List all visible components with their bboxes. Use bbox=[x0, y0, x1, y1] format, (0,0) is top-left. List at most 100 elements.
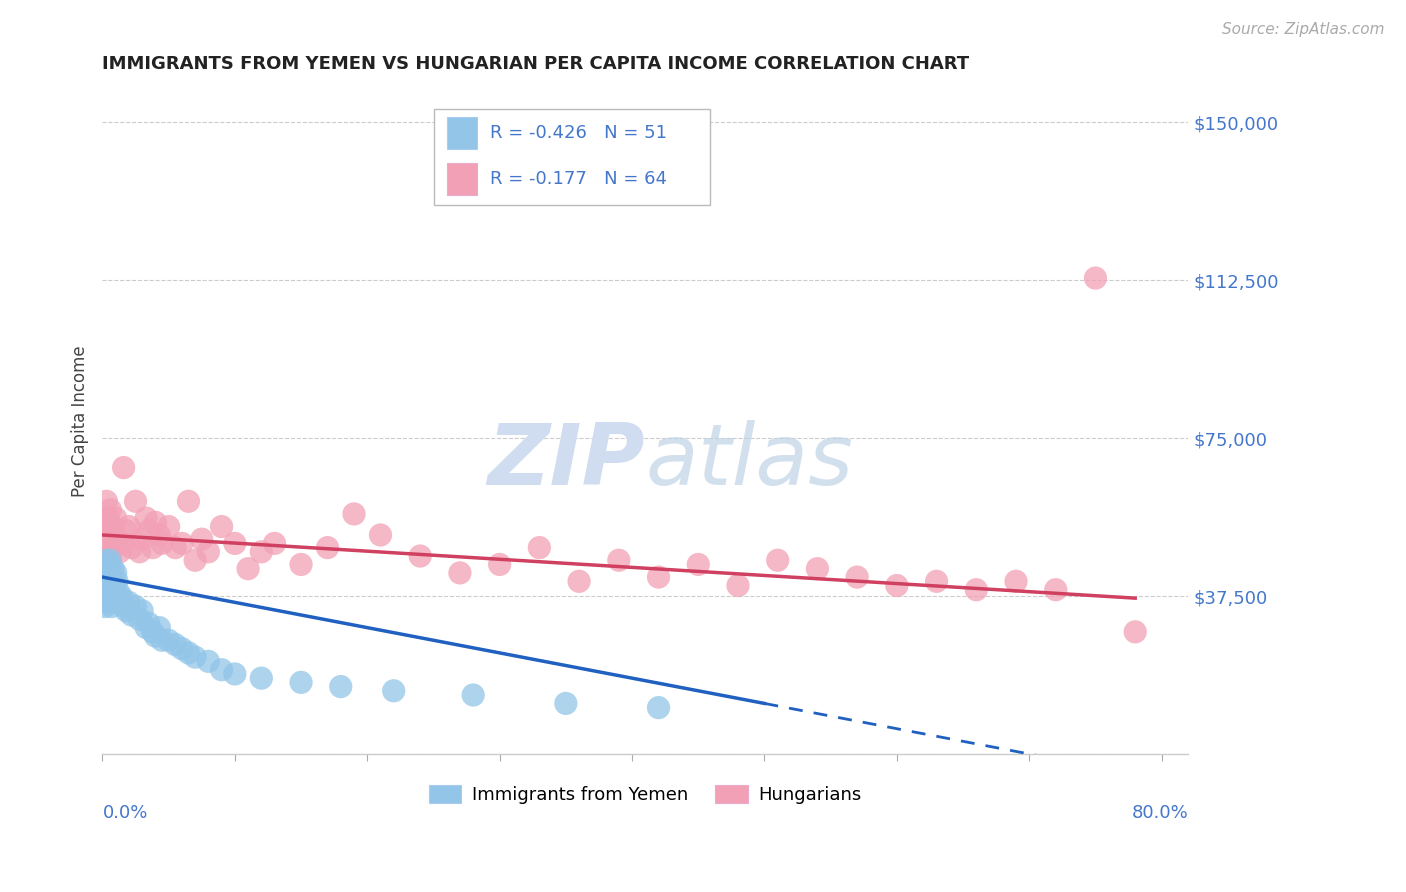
Point bbox=[115, 524, 138, 538]
Point bbox=[263, 536, 285, 550]
Point bbox=[647, 700, 669, 714]
Point bbox=[100, 528, 122, 542]
Text: IMMIGRANTS FROM YEMEN VS HUNGARIAN PER CAPITA INCOME CORRELATION CHART: IMMIGRANTS FROM YEMEN VS HUNGARIAN PER C… bbox=[103, 55, 970, 73]
Point bbox=[145, 516, 167, 530]
Point bbox=[170, 536, 193, 550]
Point bbox=[93, 516, 115, 530]
Point bbox=[142, 624, 165, 639]
Point bbox=[488, 558, 510, 572]
Point bbox=[100, 566, 122, 580]
Point bbox=[184, 650, 207, 665]
Point bbox=[94, 562, 117, 576]
Point bbox=[138, 616, 160, 631]
Point bbox=[98, 545, 121, 559]
Text: R = -0.426   N = 51: R = -0.426 N = 51 bbox=[491, 124, 666, 142]
Point bbox=[108, 545, 131, 559]
Point bbox=[343, 507, 366, 521]
Point bbox=[115, 604, 138, 618]
Point bbox=[131, 532, 153, 546]
Point bbox=[97, 558, 120, 572]
Point bbox=[101, 562, 124, 576]
Point bbox=[197, 545, 219, 559]
Point bbox=[112, 460, 135, 475]
Text: R = -0.177   N = 64: R = -0.177 N = 64 bbox=[491, 170, 666, 188]
Point bbox=[846, 570, 869, 584]
Point bbox=[727, 578, 749, 592]
Point bbox=[100, 553, 122, 567]
Point bbox=[103, 536, 125, 550]
Point bbox=[568, 574, 591, 589]
Point bbox=[97, 511, 120, 525]
Point bbox=[150, 633, 173, 648]
Point bbox=[112, 599, 135, 614]
Point bbox=[98, 591, 121, 606]
Point bbox=[157, 633, 180, 648]
Point bbox=[118, 595, 141, 609]
Point bbox=[409, 549, 432, 563]
Point bbox=[145, 629, 167, 643]
Point bbox=[250, 545, 273, 559]
Point bbox=[100, 549, 122, 563]
Y-axis label: Per Capita Income: Per Capita Income bbox=[72, 345, 89, 497]
Point bbox=[142, 541, 165, 555]
Point bbox=[165, 638, 187, 652]
Point bbox=[236, 562, 259, 576]
Point bbox=[382, 683, 405, 698]
Point bbox=[177, 646, 200, 660]
Bar bbox=[447, 163, 477, 195]
Point bbox=[211, 519, 233, 533]
Point bbox=[1045, 582, 1067, 597]
Point bbox=[111, 536, 134, 550]
Point bbox=[886, 578, 908, 592]
Point bbox=[554, 697, 576, 711]
Point bbox=[104, 511, 127, 525]
Point bbox=[128, 612, 150, 626]
Point bbox=[100, 502, 122, 516]
Text: 0.0%: 0.0% bbox=[103, 804, 148, 822]
Point bbox=[108, 587, 131, 601]
Point bbox=[98, 562, 121, 576]
Legend: Immigrants from Yemen, Hungarians: Immigrants from Yemen, Hungarians bbox=[422, 778, 869, 812]
Point bbox=[93, 587, 115, 601]
Point bbox=[370, 528, 392, 542]
Point bbox=[224, 667, 246, 681]
Point bbox=[224, 536, 246, 550]
Point bbox=[121, 541, 143, 555]
Point bbox=[96, 553, 118, 567]
Point bbox=[607, 553, 630, 567]
Point bbox=[190, 532, 212, 546]
FancyBboxPatch shape bbox=[433, 109, 710, 205]
Point bbox=[107, 595, 129, 609]
Point bbox=[121, 607, 143, 622]
Point bbox=[1084, 271, 1107, 285]
Point bbox=[766, 553, 789, 567]
Bar bbox=[447, 117, 477, 149]
Point bbox=[128, 545, 150, 559]
Point bbox=[965, 582, 987, 597]
Point bbox=[316, 541, 339, 555]
Point bbox=[97, 574, 120, 589]
Point bbox=[184, 553, 207, 567]
Point bbox=[688, 558, 710, 572]
Point bbox=[131, 604, 153, 618]
Text: Source: ZipAtlas.com: Source: ZipAtlas.com bbox=[1222, 22, 1385, 37]
Point bbox=[148, 528, 170, 542]
Point bbox=[157, 519, 180, 533]
Point bbox=[104, 566, 127, 580]
Point bbox=[103, 578, 125, 592]
Point bbox=[647, 570, 669, 584]
Point bbox=[96, 494, 118, 508]
Point bbox=[135, 621, 157, 635]
Point bbox=[925, 574, 948, 589]
Point bbox=[111, 591, 134, 606]
Point bbox=[1123, 624, 1146, 639]
Point bbox=[806, 562, 828, 576]
Point bbox=[290, 558, 312, 572]
Point bbox=[529, 541, 551, 555]
Point bbox=[211, 663, 233, 677]
Text: ZIP: ZIP bbox=[488, 420, 645, 503]
Point bbox=[1005, 574, 1028, 589]
Point bbox=[329, 680, 352, 694]
Point bbox=[105, 574, 128, 589]
Point bbox=[104, 587, 127, 601]
